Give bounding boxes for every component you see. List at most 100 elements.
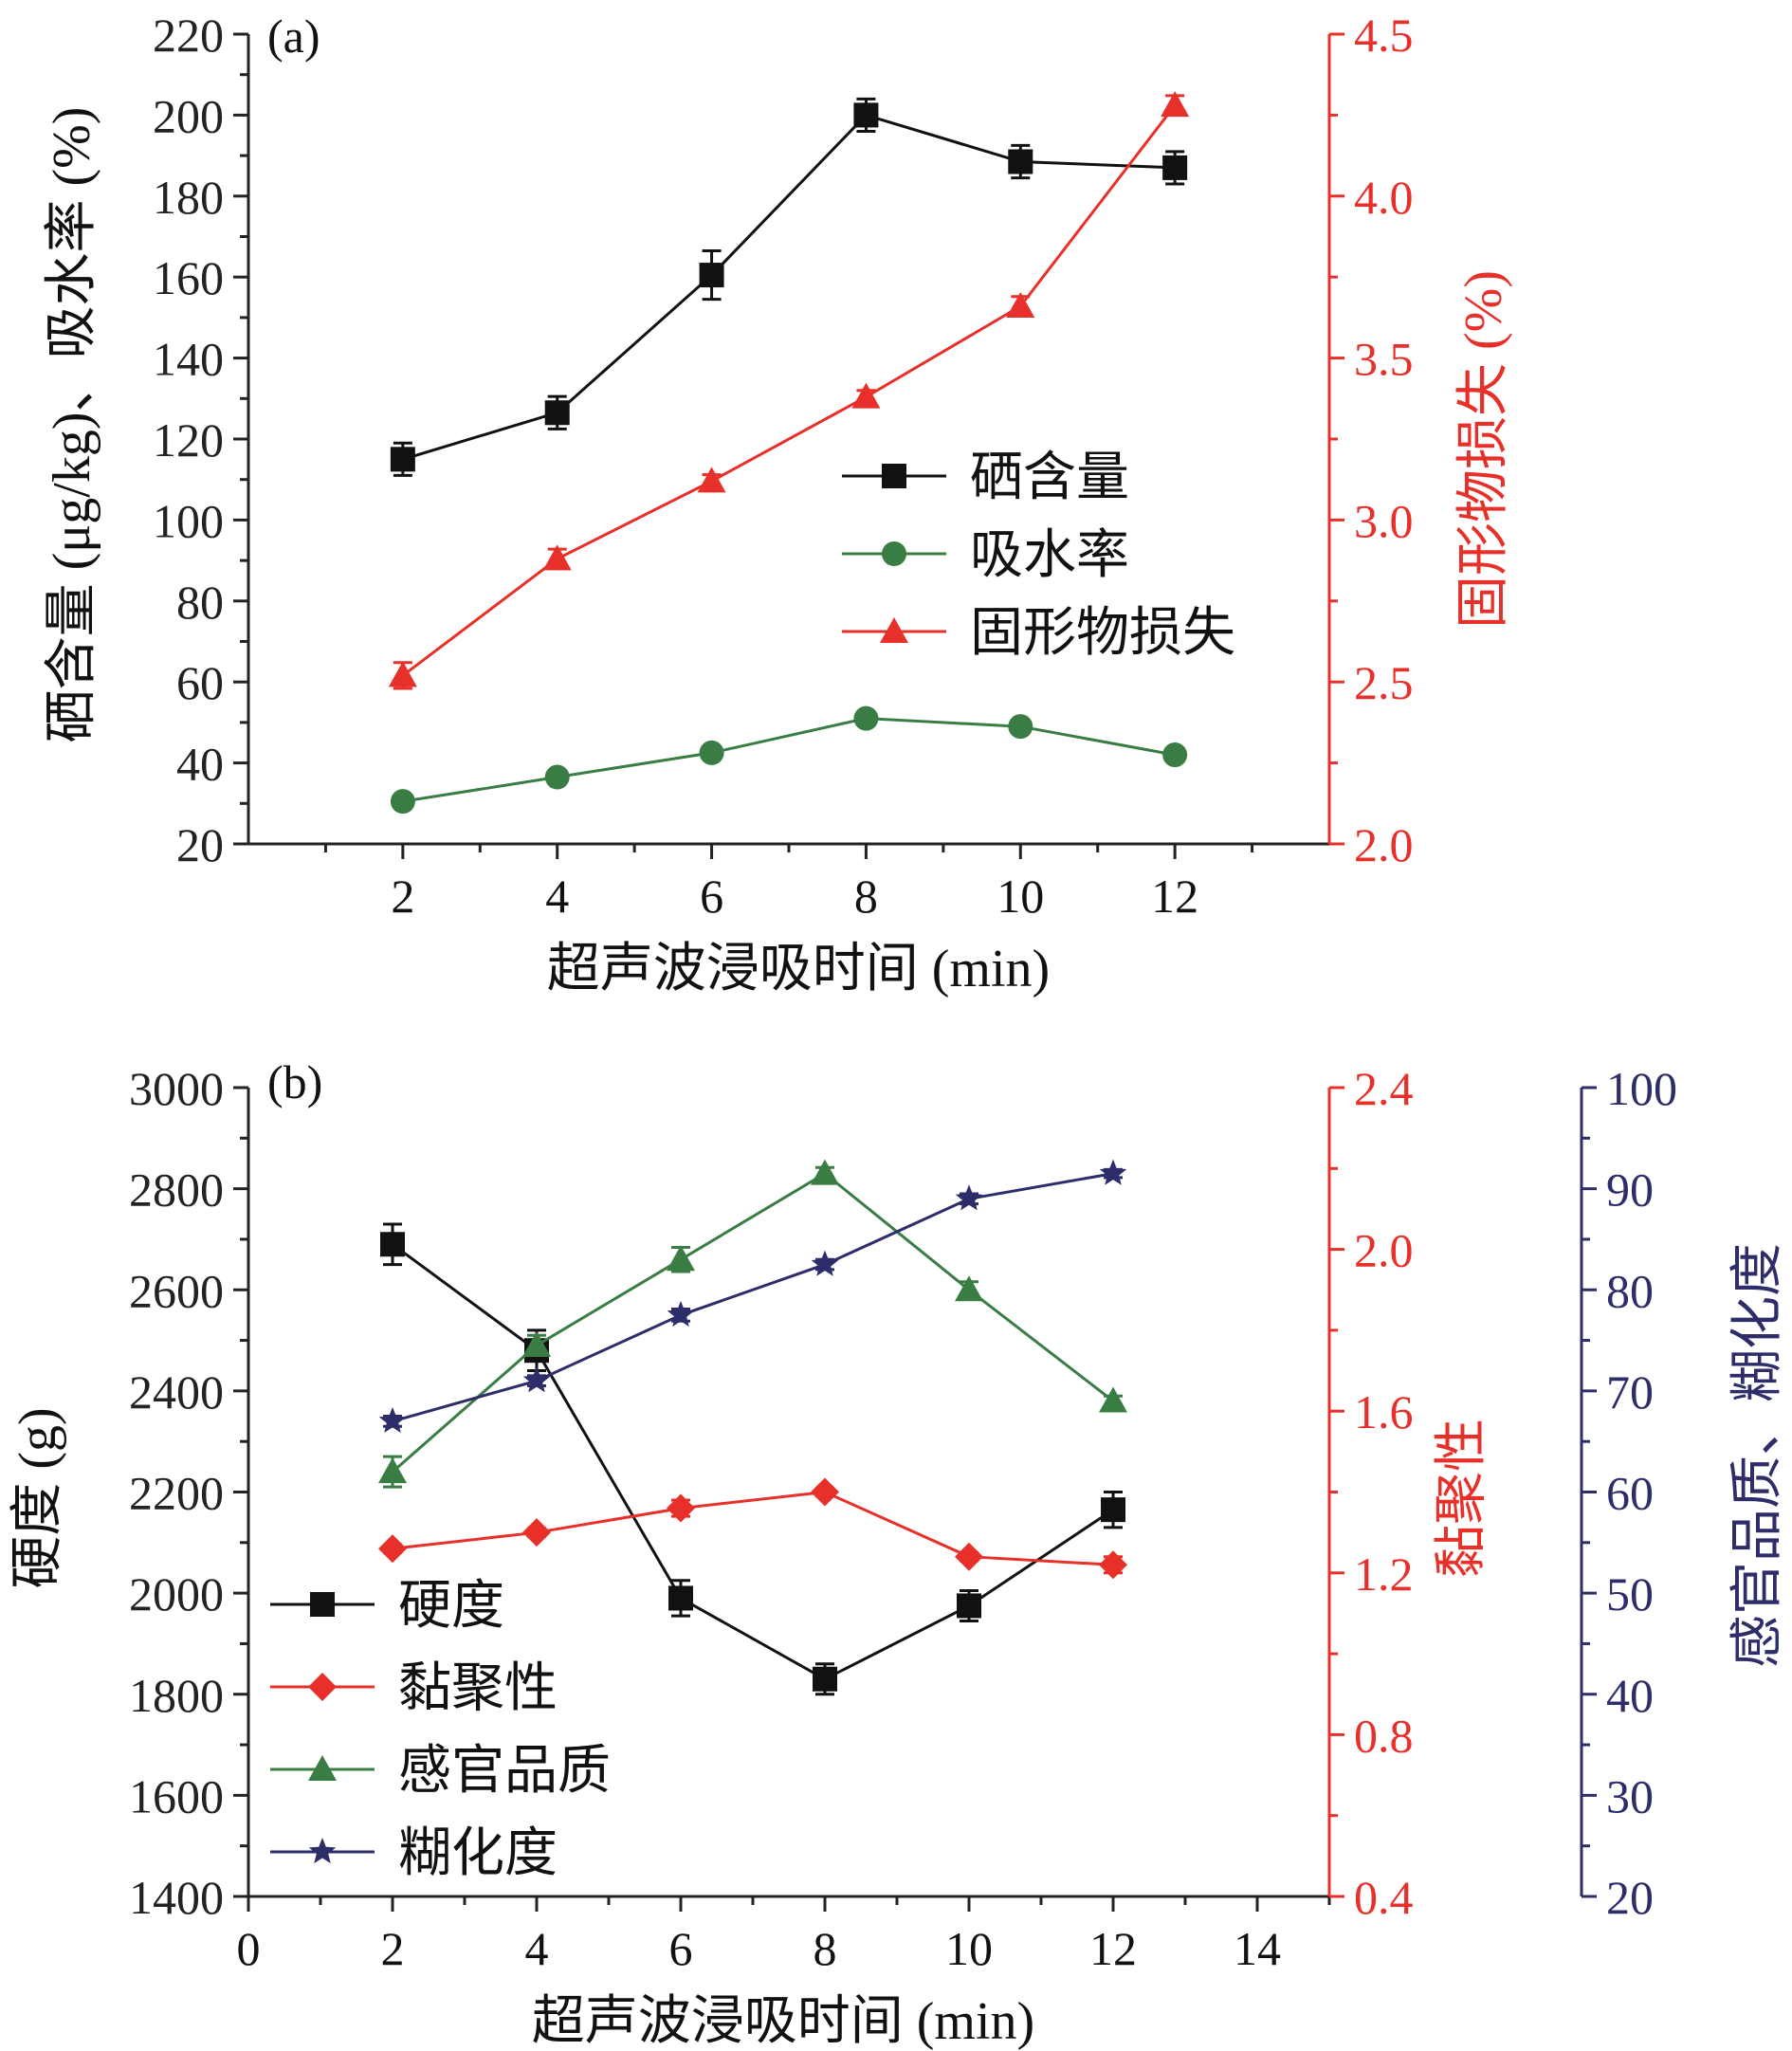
panel-b-legend-marker (310, 1592, 335, 1617)
panel-b-series-糊化度-point (522, 1366, 551, 1393)
panel-b-right2-tick-label: 90 (1606, 1163, 1654, 1217)
panel-a-x-tick-label: 12 (1151, 870, 1198, 923)
panel-b-left-tick-label: 1800 (129, 1669, 224, 1722)
panel-b-legend-label: 黏聚性 (398, 1659, 558, 1718)
panel-a-series-硒含量-point (1008, 149, 1033, 174)
panel-a-series-吸水率-point (544, 764, 570, 790)
panel-a-series-硒含量-point (699, 263, 724, 288)
panel-b-series-硬度-point (1101, 1497, 1125, 1523)
panel-b-x-axis-title: 超声波浸吸时间 (min) (532, 1992, 1034, 2051)
panel-b-series-感官品质-point (955, 1275, 983, 1302)
panel-a-legend-marker (882, 541, 906, 566)
panel-a-x-tick-label: 4 (545, 870, 569, 923)
panel-a-series-硒含量-line (402, 113, 1176, 461)
panel-b-right2-tick-label: 100 (1606, 1062, 1677, 1115)
panel-b-x-tick-label: 8 (814, 1922, 837, 1975)
panel-b-series-黏聚性-point (1099, 1550, 1127, 1580)
panel-a-left-tick-label: 140 (153, 333, 224, 386)
panel-b-chart: (b) 超声波浸吸时间 (min) 硬度 (g) 黏聚性 感官品质、糊化度 0 2… (9, 1055, 1787, 2051)
panel-a-series-吸水率-point (390, 789, 415, 815)
panel-b-series-感官品质-line (392, 1171, 1114, 1474)
panel-b-series-黏聚性-point (667, 1493, 695, 1523)
panel-b-left-tick-label: 2000 (129, 1567, 224, 1621)
panel-a-left-axis-title: 硒含量 (μg/kg)、吸水率 (%) (43, 107, 101, 743)
panel-b-left-tick-label: 1400 (129, 1871, 224, 1924)
panel-a-series-固形物损失-point (1161, 91, 1190, 118)
panel-a-x-axis-title: 超声波浸吸时间 (min) (547, 940, 1050, 998)
panel-b-series-糊化度-point (378, 1406, 407, 1433)
panel-b-series-感官品质-point (667, 1245, 695, 1272)
panel-b-right-tick-label: 2.4 (1354, 1062, 1414, 1115)
panel-a-x-tick-label: 10 (997, 870, 1044, 923)
panel-b-series-糊化度-point (955, 1184, 983, 1211)
panel-b-right2-tick-label: 60 (1606, 1467, 1654, 1520)
panel-b-x-tick-label: 14 (1234, 1922, 1281, 1975)
panel-b-series-黏聚性-point (811, 1477, 839, 1507)
panel-b-series-感官品质-point (522, 1330, 551, 1357)
panel-a-series-吸水率-point (853, 705, 879, 731)
panel-a-series-硒含量-point (544, 400, 570, 426)
panel-a-legend-label: 固形物损失 (970, 604, 1235, 663)
panel-a-left-tick-label: 80 (176, 576, 224, 629)
panel-b-right2-tick-label: 40 (1606, 1669, 1654, 1722)
panel-b-series-感官品质-point (378, 1457, 407, 1484)
panel-b-x-tick-label: 0 (237, 1922, 261, 1975)
panel-a-series-吸水率-point (699, 740, 724, 765)
panel-a-x-tick-label: 2 (391, 870, 414, 923)
panel-a-x-tick-label: 6 (700, 870, 723, 923)
panel-b-right2-tick-label: 20 (1606, 1871, 1654, 1924)
panel-b-legend-label: 硬度 (398, 1577, 504, 1636)
panel-b-legend-marker (308, 1673, 337, 1701)
panel-a-label: (a) (267, 9, 320, 63)
panel-b-series-感官品质-point (1099, 1386, 1127, 1413)
panel-b-right2-axis-title: 感官品质、糊化度 (1728, 1243, 1787, 1668)
panel-a-legend-label: 硒含量 (970, 449, 1129, 507)
panel-a-left-tick-label: 220 (153, 9, 224, 62)
panel-b-x-tick-label: 12 (1089, 1922, 1137, 1975)
panel-b-series-黏聚性-point (378, 1534, 407, 1564)
panel-b-left-tick-label: 1600 (129, 1769, 224, 1822)
panel-b-series-糊化度-line (392, 1172, 1114, 1423)
panel-a-legend-label: 吸水率 (970, 526, 1129, 585)
panel-b-series-硬度-point (813, 1666, 837, 1692)
panel-a-series-硒含量-point (853, 102, 879, 128)
panel-a-series-吸水率-point (1162, 742, 1188, 768)
panel-a-series-固形物损失-point (1006, 291, 1035, 318)
panel-a-right-tick-label: 4.0 (1354, 171, 1414, 224)
panel-a-left-tick-label: 200 (153, 89, 224, 142)
panel-a-series-吸水率-line (402, 717, 1176, 803)
panel-a-left-tick-label: 40 (176, 738, 224, 791)
panel-a-right-tick-label: 3.0 (1354, 494, 1414, 547)
panel-b-series-糊化度-point (1099, 1159, 1127, 1185)
panel-b-label: (b) (267, 1055, 322, 1108)
panel-a-right-tick-label: 2.5 (1354, 656, 1414, 709)
panel-b-left-axis-title: 硬度 (g) (9, 1407, 67, 1588)
panel-b-left-tick-label: 2400 (129, 1365, 224, 1419)
panel-a-right-tick-label: 4.5 (1354, 9, 1414, 62)
panel-b-right-tick-label: 0.8 (1354, 1709, 1414, 1762)
panel-a-left-tick-label: 160 (153, 251, 224, 304)
panel-b-right2-tick-label: 80 (1606, 1264, 1654, 1317)
panel-b-series-硬度-point (668, 1585, 693, 1611)
panel-b-right-axis-title: 黏聚性 (1433, 1419, 1491, 1578)
panel-a-left-tick-label: 60 (176, 656, 224, 709)
panel-b-left-tick-label: 2600 (129, 1264, 224, 1317)
panel-a-right-axis-title: 固形物损失 (%) (1454, 270, 1513, 629)
panel-b-series-感官品质-point (811, 1159, 839, 1185)
panel-b-right-tick-label: 1.6 (1354, 1385, 1414, 1438)
panel-a-series-吸水率-point (1008, 714, 1033, 740)
panel-a-series-硒含量-point (390, 447, 415, 472)
panel-b-legend-label: 感官品质 (398, 1742, 611, 1801)
panel-b-series-糊化度-point (667, 1300, 695, 1327)
panel-a-left-tick-label: 120 (153, 413, 224, 467)
panel-a-series-固形物损失-point (697, 467, 726, 493)
panel-b-legend-marker (308, 1755, 337, 1781)
panel-b-left-tick-label: 3000 (129, 1062, 224, 1115)
panel-b-legend-label: 糊化度 (398, 1824, 558, 1883)
panel-b-right-tick-label: 2.0 (1354, 1224, 1414, 1277)
panel-a-right-tick-label: 2.0 (1354, 818, 1414, 871)
panel-a-series-固形物损失-point (542, 544, 572, 571)
panel-a-legend-marker (880, 617, 908, 643)
panel-b-series-黏聚性-point (955, 1542, 983, 1571)
